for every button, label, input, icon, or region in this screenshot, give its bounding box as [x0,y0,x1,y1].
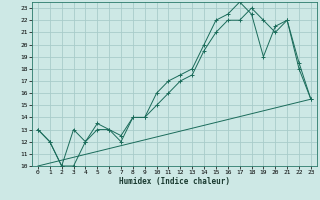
X-axis label: Humidex (Indice chaleur): Humidex (Indice chaleur) [119,177,230,186]
